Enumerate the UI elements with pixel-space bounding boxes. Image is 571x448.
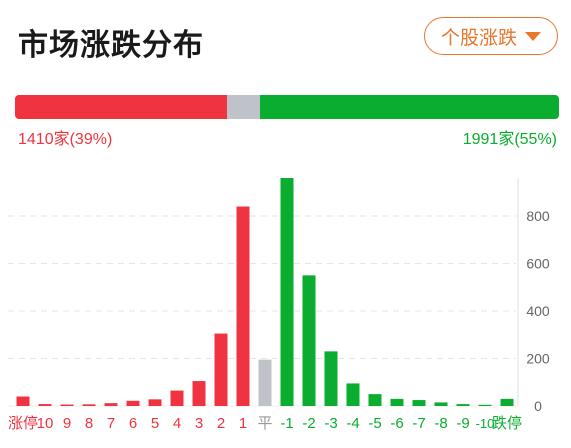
chevron-down-icon — [525, 31, 541, 41]
decline-count: 1991家(55%) — [462, 131, 557, 148]
y-tick-label: 800 — [526, 208, 550, 224]
bar — [390, 398, 404, 406]
x-tick-label: 涨停 — [8, 415, 38, 432]
x-tick-label: -1 — [280, 415, 293, 432]
bar — [456, 404, 470, 406]
bar — [478, 404, 492, 406]
y-tick-label: 0 — [534, 398, 542, 414]
x-tick-label: -8 — [434, 415, 447, 432]
x-tick-label: 6 — [129, 415, 137, 432]
bar — [38, 404, 52, 406]
bar — [148, 399, 162, 406]
page-title: 市场涨跌分布 — [18, 29, 204, 62]
x-tick-label: -4 — [346, 415, 359, 432]
y-tick-label: 200 — [526, 351, 550, 367]
advance-segment — [15, 95, 228, 119]
x-tick-label: 跌停 — [492, 415, 522, 432]
bar — [500, 398, 514, 406]
stock-change-dropdown[interactable]: 个股涨跌 — [424, 17, 558, 55]
x-tick-label: -3 — [324, 415, 337, 432]
x-tick-label: 10 — [37, 415, 54, 432]
x-tick-label: 3 — [195, 415, 203, 432]
bar — [236, 206, 250, 406]
x-tick-label: -2 — [302, 415, 315, 432]
x-tick-label: -7 — [412, 415, 425, 432]
bar — [258, 359, 272, 406]
bar — [346, 383, 360, 406]
x-tick-label: 7 — [107, 415, 115, 432]
unchanged-segment — [227, 95, 260, 119]
y-tick-label: 600 — [526, 256, 550, 272]
advance-count: 1410家(39%) — [18, 131, 113, 148]
x-tick-label: 8 — [85, 415, 93, 432]
bar — [280, 178, 294, 406]
x-tick-label: -10 — [476, 416, 495, 431]
dropdown-label: 个股涨跌 — [440, 27, 517, 49]
bar — [104, 403, 118, 406]
x-tick-label: 1 — [239, 415, 247, 432]
x-tick-label: 2 — [217, 415, 225, 432]
bar — [16, 396, 30, 406]
x-tick-label: 9 — [63, 415, 71, 432]
x-tick-label: -6 — [390, 415, 403, 432]
x-tick-label: -5 — [368, 415, 381, 432]
decline-segment — [259, 95, 559, 119]
bar — [302, 275, 316, 406]
x-tick-label: 平 — [257, 415, 272, 432]
y-tick-label: 400 — [526, 303, 550, 319]
bar — [324, 351, 338, 406]
advance-decline-bar — [15, 95, 559, 119]
bar — [412, 400, 426, 406]
bar — [192, 381, 206, 406]
x-tick-label: 4 — [173, 415, 181, 432]
bar — [126, 400, 140, 406]
bar — [368, 394, 382, 406]
bar — [82, 404, 96, 406]
x-tick-label: 5 — [151, 415, 159, 432]
x-tick-label: -9 — [456, 415, 469, 432]
bar — [434, 402, 448, 406]
bar — [170, 390, 184, 406]
bar — [214, 333, 228, 406]
bar — [60, 404, 74, 406]
